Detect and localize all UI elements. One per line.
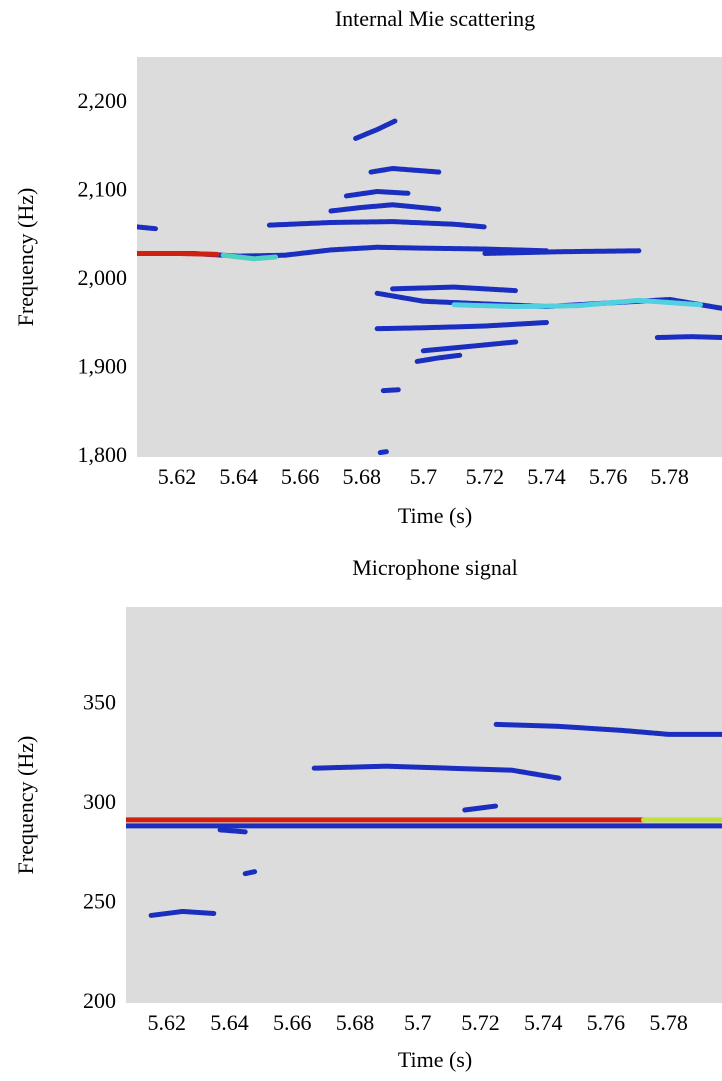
y-axis-label: Frequency (Hz) bbox=[13, 736, 38, 875]
x-tick-label: 5.66 bbox=[273, 1010, 312, 1035]
x-tick-label: 5.72 bbox=[466, 464, 505, 489]
x-tick-label: 5.74 bbox=[524, 1010, 563, 1035]
x-tick-label: 5.64 bbox=[219, 464, 258, 489]
y-tick-label: 200 bbox=[83, 988, 116, 1013]
plot-area bbox=[137, 118, 722, 456]
x-tick-label: 5.78 bbox=[650, 464, 689, 489]
y-axis-label: Frequency (Hz) bbox=[13, 188, 38, 327]
spectral-ridge bbox=[137, 250, 220, 257]
y-tick-label: 2,200 bbox=[78, 88, 128, 113]
x-axis-label: Time (s) bbox=[398, 1047, 472, 1072]
x-tick-label: 5.64 bbox=[210, 1010, 249, 1035]
spectral-ridge bbox=[220, 252, 279, 262]
x-tick-label: 5.7 bbox=[410, 464, 438, 489]
spectral-ridge bbox=[462, 803, 499, 813]
x-tick-label: 5.62 bbox=[148, 1010, 187, 1035]
x-tick-label: 5.76 bbox=[589, 464, 628, 489]
spectral-ridge bbox=[148, 908, 217, 918]
spectral-ridge bbox=[390, 284, 519, 294]
y-tick-label: 300 bbox=[83, 789, 116, 814]
x-tick-label: 5.72 bbox=[461, 1010, 500, 1035]
spectral-ridge bbox=[420, 339, 519, 354]
x-tick-label: 5.76 bbox=[587, 1010, 626, 1035]
x-tick-label: 5.7 bbox=[404, 1010, 432, 1035]
spectral-ridge bbox=[311, 763, 562, 781]
spectral-ridge bbox=[328, 202, 442, 214]
x-tick-label: 5.68 bbox=[343, 464, 382, 489]
spectral-ridge bbox=[493, 721, 722, 737]
chart-title: Microphone signal bbox=[352, 555, 518, 580]
y-tick-label: 250 bbox=[83, 889, 116, 914]
spectral-ridge bbox=[266, 219, 488, 230]
spectral-ridge bbox=[377, 449, 389, 456]
x-tick-label: 5.62 bbox=[158, 464, 197, 489]
spectral-ridge bbox=[343, 189, 411, 199]
x-tick-label: 5.78 bbox=[649, 1010, 688, 1035]
spectral-ridge bbox=[137, 224, 158, 232]
plot-area bbox=[126, 721, 722, 918]
spectral-ridge bbox=[482, 248, 642, 256]
spectral-ridge bbox=[654, 334, 722, 341]
x-tick-label: 5.74 bbox=[527, 464, 566, 489]
y-tick-label: 1,900 bbox=[78, 354, 128, 379]
spectral-ridge bbox=[217, 827, 248, 835]
spectral-ridge bbox=[353, 118, 399, 141]
spectral-ridge bbox=[380, 387, 402, 394]
chart-title: Internal Mie scattering bbox=[335, 6, 535, 31]
spectral-ridge bbox=[368, 166, 442, 175]
spectral-ridge bbox=[242, 869, 258, 877]
spectral-ridge bbox=[414, 352, 463, 364]
spectral-ridge bbox=[451, 297, 703, 310]
y-tick-label: 350 bbox=[83, 690, 116, 715]
x-axis-label: Time (s) bbox=[398, 503, 472, 528]
spectral-ridge bbox=[374, 319, 549, 332]
x-tick-label: 5.66 bbox=[281, 464, 320, 489]
y-tick-label: 2,000 bbox=[78, 265, 128, 290]
y-tick-label: 2,100 bbox=[78, 177, 128, 202]
x-tick-label: 5.68 bbox=[336, 1010, 375, 1035]
plot-background bbox=[126, 607, 722, 1003]
y-tick-label: 1,800 bbox=[78, 442, 128, 467]
